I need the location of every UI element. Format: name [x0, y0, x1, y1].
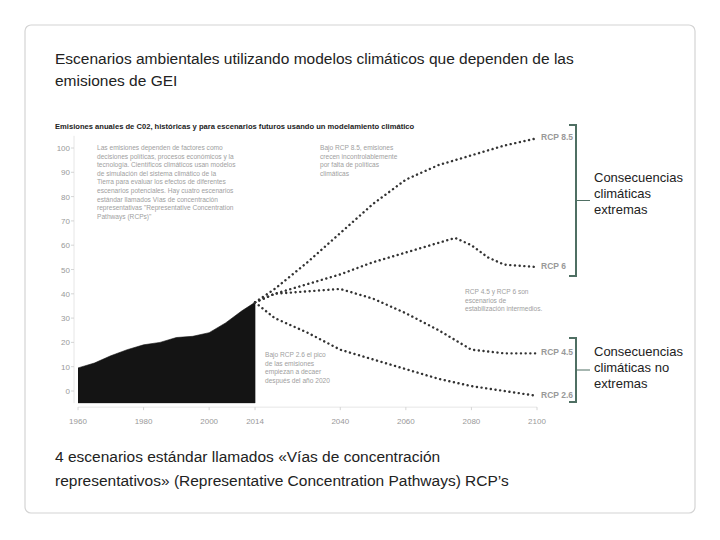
area	[78, 302, 255, 403]
y-tick	[71, 269, 74, 270]
slide-frame	[25, 25, 695, 513]
y-tick	[71, 148, 74, 149]
bracket-label: Consecuencias	[594, 170, 683, 185]
bracket-label: extremas	[594, 376, 648, 391]
bracket-label: extremas	[594, 202, 648, 217]
x-tick-label: 2100	[528, 417, 546, 426]
annotation: Tierra para evaluar los efectos de difer…	[97, 178, 226, 186]
label-bg	[540, 389, 576, 400]
x-tick-label: 2080	[463, 417, 481, 426]
x-axis-line	[78, 407, 537, 408]
series-label: RCP 8.5	[541, 132, 573, 142]
line	[255, 238, 537, 302]
slide: Escenarios ambientales utilizando modelo…	[0, 0, 720, 540]
y-tick	[71, 391, 74, 392]
annotation: Pathways (RCPs)"	[97, 213, 152, 221]
bracket-tick	[576, 370, 590, 371]
y-tick-label: 10	[61, 363, 70, 372]
line	[255, 289, 537, 353]
x-tick	[471, 407, 472, 410]
caption: 4 escenarios estándar llamados «Vías de …	[55, 448, 440, 465]
y-tick-label: 80	[61, 193, 70, 202]
annotation: representativas "Representative Concentr…	[97, 204, 234, 212]
y-tick	[71, 366, 74, 367]
y-tick	[71, 220, 74, 221]
y-tick-label: 90	[61, 168, 70, 177]
annotation: Las emisiones dependen de factores como	[97, 144, 223, 152]
y-tick-label: 40	[61, 290, 70, 299]
series-label: RCP 2.6	[541, 390, 573, 400]
annotation: escenarios potenciales. Hay cuatro escen…	[97, 187, 234, 195]
bracket-label: climáticas no	[594, 360, 669, 375]
y-tick-label: 20	[61, 338, 70, 347]
y-tick	[71, 342, 74, 343]
annotation: climáticas	[320, 170, 350, 177]
annotation: escenarios de	[465, 297, 506, 304]
line	[255, 138, 537, 302]
series-labels: RCP 8.5 RCP 6 RCP 4.5 RCP 2.6	[540, 131, 576, 400]
x-tick-label: 2040	[331, 417, 349, 426]
annotation: crecen incontrolablemente	[320, 153, 398, 160]
annotation: Bajo RCP 2.6 el pico	[265, 351, 326, 359]
y-tick	[71, 172, 74, 173]
marks	[78, 138, 537, 403]
x-tick	[209, 407, 210, 410]
x-tick	[405, 407, 406, 410]
y-tick-label: 0	[66, 387, 71, 396]
y-tick-label: 100	[57, 144, 71, 153]
y-tick-label: 60	[61, 241, 70, 250]
annotation: después del año 2020	[265, 377, 330, 385]
label-bg	[540, 260, 576, 271]
y-tick	[71, 245, 74, 246]
chart-title: Emisiones anuales de C02, históricas y p…	[55, 122, 414, 131]
bracket	[569, 125, 576, 276]
y-tick-label: 70	[61, 217, 70, 226]
x-tick-label: 2014	[246, 417, 264, 426]
x-tick	[255, 407, 256, 410]
bracket-label: climáticas	[594, 186, 652, 201]
x-tick	[340, 407, 341, 410]
x-tick-label: 2000	[200, 417, 218, 426]
y-tick	[71, 196, 74, 197]
series-label: RCP 6	[541, 261, 566, 271]
annotation: decisiones políticas, procesos económico…	[97, 153, 234, 161]
annotation: de simulación del sistema climático de l…	[97, 170, 216, 177]
y-tick	[71, 318, 74, 319]
label-bg	[540, 346, 576, 357]
x-tick	[143, 407, 144, 410]
label-bg	[540, 131, 576, 142]
annotation: por falta de políticas	[320, 161, 380, 169]
slide-title: Escenarios ambientales utilizando modelo…	[55, 50, 574, 67]
x-tick	[78, 407, 79, 410]
bracket	[569, 338, 576, 402]
x-tick-label: 1980	[135, 417, 153, 426]
caption: representativos» (Representative Concent…	[55, 472, 509, 489]
bracket-label: Consecuencias	[594, 344, 683, 359]
annotation: Bajo RCP 8.5, emisiones	[320, 144, 394, 152]
series-label: RCP 4.5	[541, 347, 573, 357]
annotation: estándar llamados Vías de concentración	[97, 196, 218, 203]
x-tick-label: 2060	[397, 417, 415, 426]
y-tick-label: 50	[61, 266, 70, 275]
slide-title: emisiones de GEI	[55, 72, 177, 89]
x-tick-label: 1960	[69, 417, 87, 426]
line	[255, 302, 537, 396]
annotation: tecnología. Científicos climáticos usan …	[97, 161, 236, 169]
y-tick-label: 30	[61, 314, 70, 323]
bracket-tick	[576, 200, 590, 201]
y-tick	[71, 293, 74, 294]
x-tick	[537, 407, 538, 410]
annotation: de las emisiones	[265, 360, 315, 367]
annotation: estabilización intermedios.	[465, 305, 542, 312]
annotation: empiezan a decaer	[265, 368, 322, 376]
annotation: RCP 4.5 y RCP 6 son	[465, 288, 529, 296]
